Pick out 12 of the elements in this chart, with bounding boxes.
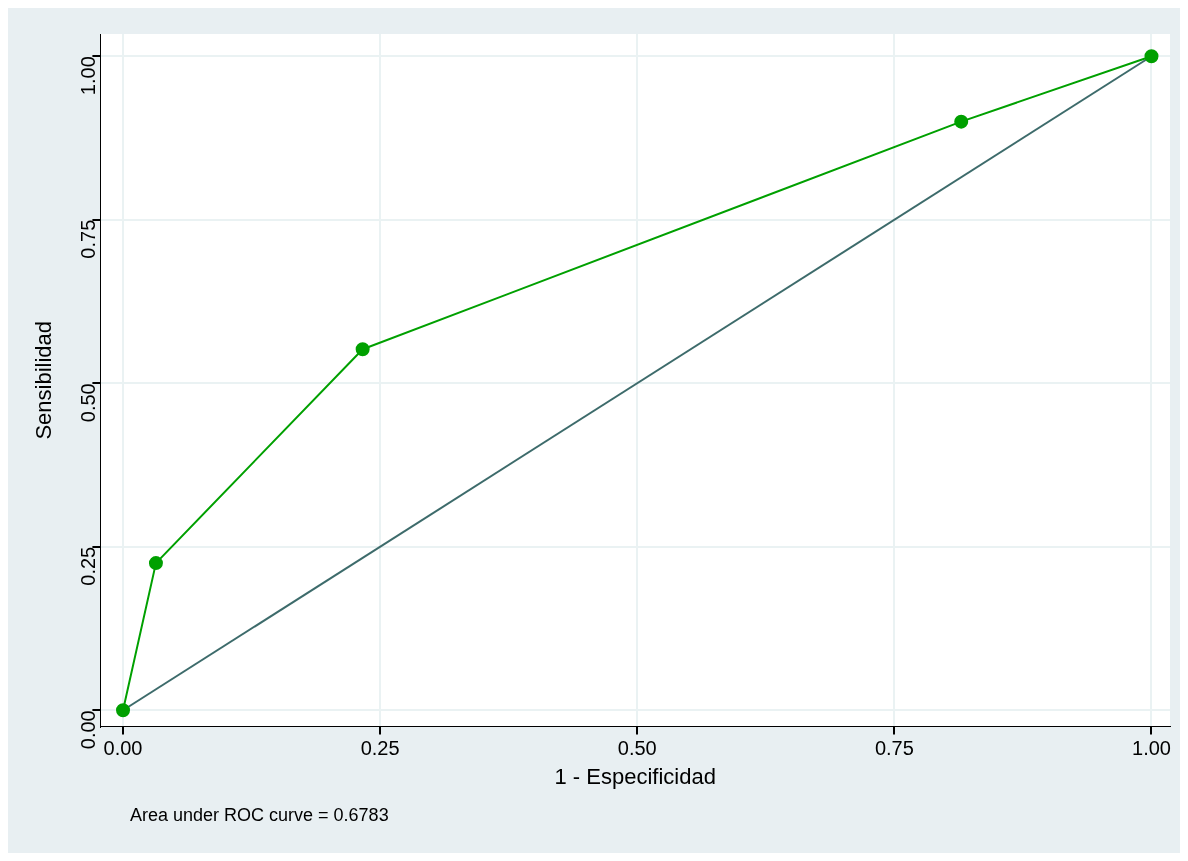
x-axis-title: 1 - Especificidad (554, 763, 716, 789)
x-tick-label: 1.00 (1132, 737, 1171, 760)
y-tick-label: 0.25 (76, 546, 99, 586)
x-tick-label: 0.50 (617, 737, 657, 760)
x-tick-label: 0.25 (360, 737, 400, 760)
y-axis-title: Sensibilidad (31, 320, 57, 440)
x-tick-label: 0.00 (103, 737, 143, 760)
x-tick-label: 0.75 (874, 737, 914, 760)
y-tick-label: 1.00 (76, 56, 99, 96)
y-tick-label: 0.50 (76, 383, 99, 423)
text: Area under ROC curve = 0.6783 (130, 804, 389, 825)
y-tick-label: 0.75 (76, 219, 99, 259)
